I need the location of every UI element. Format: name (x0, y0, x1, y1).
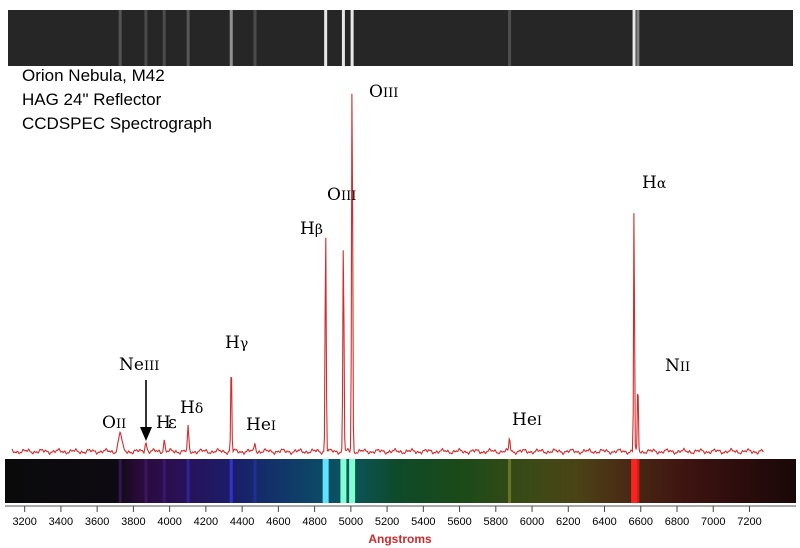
label-h-alpha: Hα (642, 173, 667, 193)
raw-emission-line (144, 10, 148, 66)
label-h-epsilon: H (156, 413, 171, 433)
x-tick-label: 3800 (121, 516, 145, 528)
spectrum-trace (11, 93, 764, 456)
x-tick-label: 6800 (665, 516, 689, 528)
raw-spectrum-strip (8, 10, 793, 66)
raw-emission-line (229, 10, 233, 66)
color-emission-line (636, 459, 640, 503)
x-tick-label: 4800 (302, 516, 326, 528)
label-oiii-4959: OIII (327, 185, 356, 205)
color-emission-line (118, 459, 122, 503)
x-tick-label: 5800 (484, 516, 508, 528)
label-neiii: NeIII (119, 355, 159, 375)
title-line-1: Orion Nebula, M42 (22, 66, 165, 85)
color-emission-line (322, 459, 329, 503)
color-emission-line (631, 459, 638, 503)
raw-emission-line (162, 10, 166, 66)
label-oiii-5007: OIII (369, 82, 398, 102)
color-emission-line (229, 459, 233, 503)
raw-emission-line (253, 10, 257, 66)
label-nii: NII (665, 356, 690, 376)
raw-emission-line (636, 10, 640, 66)
neiii-arrow-head (140, 427, 152, 441)
x-tick-label: 5000 (339, 516, 363, 528)
label-h-beta: Hβ (300, 219, 323, 239)
label-oii: OII (102, 413, 126, 433)
color-emission-line (162, 459, 166, 503)
x-tick-label: 4400 (230, 516, 254, 528)
x-tick-label: 3200 (12, 516, 36, 528)
x-tick-label: 6600 (629, 516, 653, 528)
x-axis-label: Angstroms (368, 532, 432, 546)
x-tick-label: 3600 (85, 516, 109, 528)
x-tick-label: 4600 (266, 516, 290, 528)
raw-emission-line (350, 10, 354, 66)
color-emission-line (508, 459, 512, 503)
raw-emission-line (341, 10, 345, 66)
raw-emission-line (508, 10, 512, 66)
color-emission-line (144, 459, 148, 503)
x-tick-label: 6000 (520, 516, 544, 528)
x-tick-label: 4000 (157, 516, 181, 528)
x-tick-label: 4200 (194, 516, 218, 528)
color-emission-line (340, 459, 347, 503)
label-hei-5876: HeI (512, 410, 542, 430)
color-emission-line (186, 459, 190, 503)
color-spectrum-strip (5, 459, 796, 503)
raw-emission-line (118, 10, 122, 66)
title-line-2: HAG 24" Reflector (22, 90, 162, 109)
label-h-delta: Hδ (180, 398, 203, 418)
raw-emission-line (632, 10, 636, 66)
title-line-3: CCDSPEC Spectrograph (22, 114, 212, 133)
x-tick-label: 5200 (375, 516, 399, 528)
label-h-gamma: Hγ (225, 333, 248, 353)
raw-emission-line (186, 10, 190, 66)
x-tick-label: 7200 (737, 516, 761, 528)
x-tick-label: 6200 (556, 516, 580, 528)
color-emission-line (253, 459, 257, 503)
label-hei-4471: HeI (246, 415, 276, 435)
x-tick-label: 3400 (49, 516, 73, 528)
x-tick-label: 5600 (447, 516, 471, 528)
x-tick-label: 5400 (411, 516, 435, 528)
raw-emission-line (324, 10, 328, 66)
x-tick-label: 7000 (701, 516, 725, 528)
color-emission-line (349, 459, 356, 503)
label-h-epsilon-greek: ε (168, 413, 177, 433)
x-tick-label: 6400 (592, 516, 616, 528)
